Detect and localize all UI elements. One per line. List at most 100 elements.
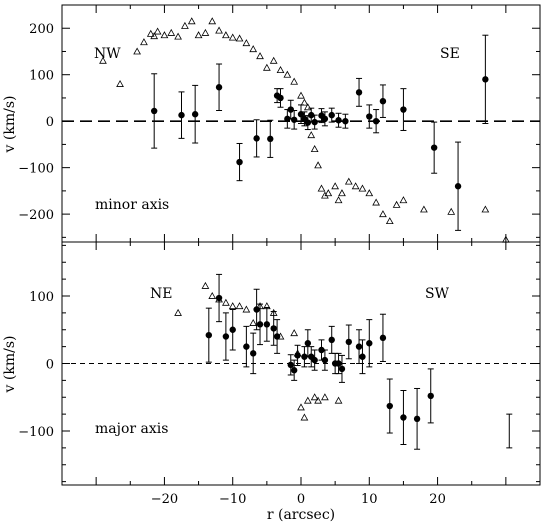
filled-data-point xyxy=(454,183,462,190)
filled-data-point xyxy=(277,94,284,102)
triangle-data-point xyxy=(249,318,258,326)
triangle-data-point xyxy=(215,26,223,34)
filled-data-point xyxy=(270,325,277,332)
triangle-data-point xyxy=(351,182,360,190)
filled-data-point xyxy=(287,361,294,369)
minor-axis-ticks: −200 −100 0 100 200 xyxy=(18,4,540,242)
triangle-data-point xyxy=(314,161,322,169)
triangle-data-point xyxy=(208,17,217,25)
triangle-data-point xyxy=(344,177,353,185)
triangle-data-point xyxy=(297,91,305,99)
minor-axis-caption: minor axis xyxy=(95,197,169,213)
triangle-data-point xyxy=(181,21,189,29)
filled-data-point xyxy=(413,415,421,423)
triangle-data-point xyxy=(276,332,285,340)
triangle-data-point xyxy=(447,207,456,215)
filled-data-point xyxy=(178,111,185,119)
filled-data-point xyxy=(366,113,373,120)
triangle-data-point xyxy=(242,305,251,313)
triangle-data-point xyxy=(249,45,258,53)
triangle-data-point xyxy=(208,291,217,299)
triangle-data-point xyxy=(303,103,312,111)
triangle-data-point xyxy=(307,131,316,139)
filled-data-point xyxy=(284,115,291,123)
triangle-data-point xyxy=(235,34,244,42)
triangle-data-point xyxy=(174,308,182,316)
filled-data-point xyxy=(311,356,318,364)
filled-data-point xyxy=(430,144,438,151)
filled-data-point xyxy=(236,158,243,166)
filled-data-point xyxy=(321,356,329,364)
triangle-data-point xyxy=(153,27,162,35)
triangle-data-point xyxy=(379,210,387,218)
x-tick-label: 0 xyxy=(297,492,305,507)
major-axis-y-label: v (km/s) xyxy=(2,336,18,394)
triangle-data-point xyxy=(321,393,329,401)
filled-data-point xyxy=(335,117,342,124)
triangle-data-point xyxy=(290,329,299,337)
filled-data-point xyxy=(355,343,363,350)
triangle-data-point xyxy=(256,52,264,60)
filled-data-point xyxy=(222,333,230,340)
filled-data-point xyxy=(297,111,305,118)
filled-data-point xyxy=(290,116,298,123)
triangle-data-point xyxy=(242,39,251,47)
filled-data-point xyxy=(205,331,213,339)
triangle-data-point xyxy=(358,184,367,192)
filled-data-point xyxy=(400,106,407,113)
triangle-data-point xyxy=(303,396,312,404)
filled-data-point xyxy=(311,118,318,126)
triangle-data-point xyxy=(317,184,326,192)
filled-data-point xyxy=(328,111,335,119)
filled-data-point xyxy=(301,353,308,360)
triangle-data-point xyxy=(222,31,230,39)
triangle-data-point xyxy=(334,396,343,404)
x-tick-label: −10 xyxy=(219,492,246,507)
filled-data-point xyxy=(304,340,312,347)
filled-data-point xyxy=(304,119,312,126)
triangle-data-point xyxy=(222,298,230,306)
minor-axis-left-annotation: NW xyxy=(94,46,121,62)
triangle-data-point xyxy=(297,403,305,411)
triangle-data-point xyxy=(331,182,340,190)
triangle-data-point xyxy=(150,32,159,40)
filled-data-point xyxy=(308,111,315,119)
triangle-data-point xyxy=(385,217,394,225)
triangle-data-point xyxy=(228,33,237,41)
x-tick-label: −20 xyxy=(151,492,178,507)
triangle-data-point xyxy=(314,396,322,404)
triangle-data-point xyxy=(310,145,319,153)
triangle-data-point xyxy=(215,295,223,303)
filled-data-point xyxy=(359,353,366,360)
filled-data-point xyxy=(482,76,489,83)
filled-data-point xyxy=(338,365,346,373)
filled-data-point xyxy=(342,117,349,125)
triangle-data-point xyxy=(334,196,343,204)
filled-data-point xyxy=(386,402,393,410)
triangle-data-point xyxy=(365,189,374,197)
filled-data-point xyxy=(372,117,380,125)
triangle-data-point xyxy=(201,28,210,36)
triangle-data-point xyxy=(235,302,244,310)
major-axis-x-label: r (arcsec) xyxy=(267,507,335,523)
filled-data-point xyxy=(379,97,387,105)
triangle-data-point xyxy=(140,38,148,46)
filled-data-point xyxy=(294,352,301,359)
filled-data-point xyxy=(355,89,363,96)
y-tick-label: 0 xyxy=(46,358,54,373)
y-tick-label: −100 xyxy=(18,425,54,440)
triangle-data-point xyxy=(201,281,210,289)
y-tick-label: 100 xyxy=(29,290,54,305)
filled-data-point xyxy=(400,414,407,421)
x-tick-label: 20 xyxy=(429,492,446,507)
filled-data-point xyxy=(328,336,335,344)
filled-data-point xyxy=(256,321,264,328)
triangle-data-point xyxy=(290,77,299,85)
filled-data-point xyxy=(335,360,342,367)
triangle-data-point xyxy=(392,200,401,208)
triangle-data-point xyxy=(99,56,107,64)
triangle-data-point xyxy=(262,302,271,310)
triangle-data-point xyxy=(300,98,309,106)
